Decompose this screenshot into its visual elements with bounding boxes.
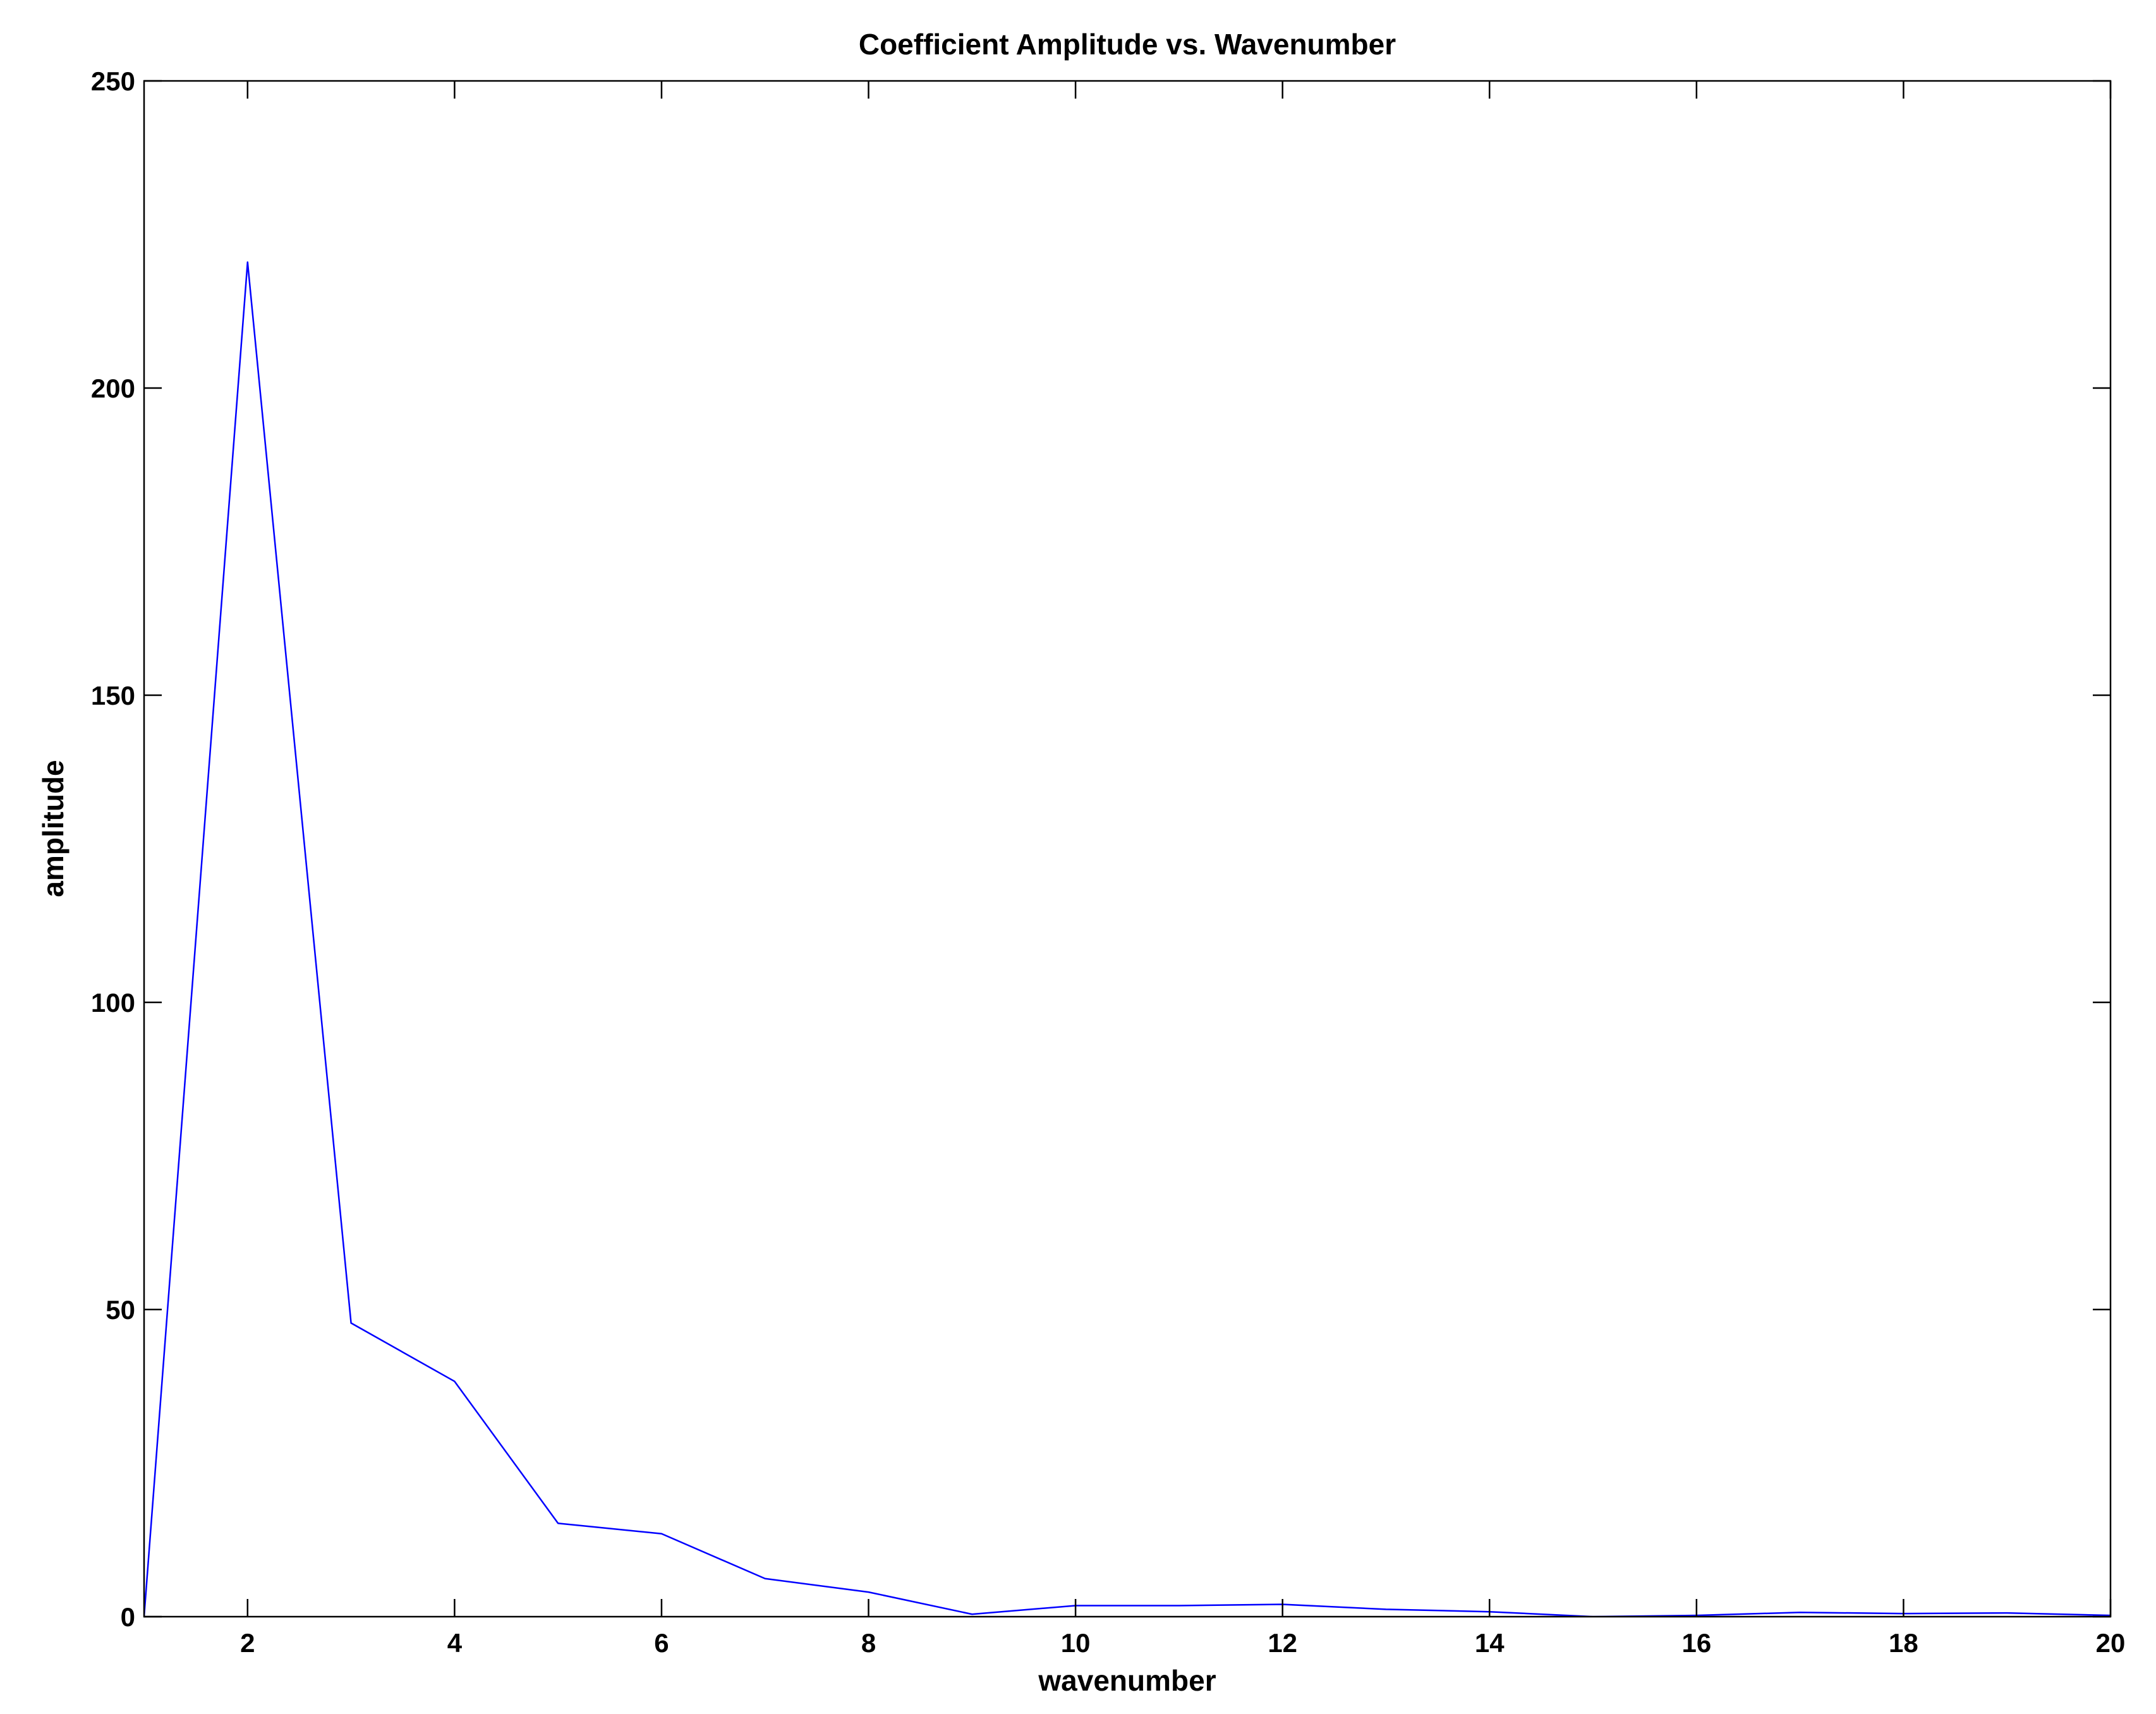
- x-tick-label: 12: [1268, 1628, 1297, 1658]
- axes-box: [143, 80, 2112, 1618]
- x-axis-label: wavenumber: [1038, 1664, 1216, 1697]
- y-axis-label: amplitude: [37, 760, 70, 897]
- plot-area: [143, 80, 2112, 1618]
- y-tick-label: 250: [91, 66, 135, 96]
- x-tick-label: 6: [654, 1628, 669, 1658]
- y-tick-labels: 0 50 100 150 200 250: [91, 66, 135, 1632]
- x-tick-label: 8: [861, 1628, 876, 1658]
- y-tick-label: 0: [121, 1602, 135, 1632]
- series-line-0: [144, 261, 2111, 1617]
- x-tick-label: 10: [1061, 1628, 1091, 1658]
- x-tick-label: 14: [1475, 1628, 1505, 1658]
- x-tick-label: 4: [447, 1628, 463, 1658]
- x-tick-label: 2: [240, 1628, 255, 1658]
- x-tick-label: 16: [1681, 1628, 1711, 1658]
- y-tick-label: 150: [91, 681, 135, 710]
- y-tick-label: 200: [91, 374, 135, 403]
- y-tick-label: 100: [91, 988, 135, 1018]
- y-tick-label: 50: [106, 1295, 135, 1325]
- x-tick-label: 20: [2096, 1628, 2126, 1658]
- x-tick-labels: 2 4 6 8 10 12 14 16 18 20: [240, 1628, 2125, 1658]
- axis-ticks: [144, 80, 2112, 1618]
- x-tick-label: 18: [1889, 1628, 1918, 1658]
- chart-title: Coefficient Amplitude vs. Wavenumber: [859, 28, 1396, 61]
